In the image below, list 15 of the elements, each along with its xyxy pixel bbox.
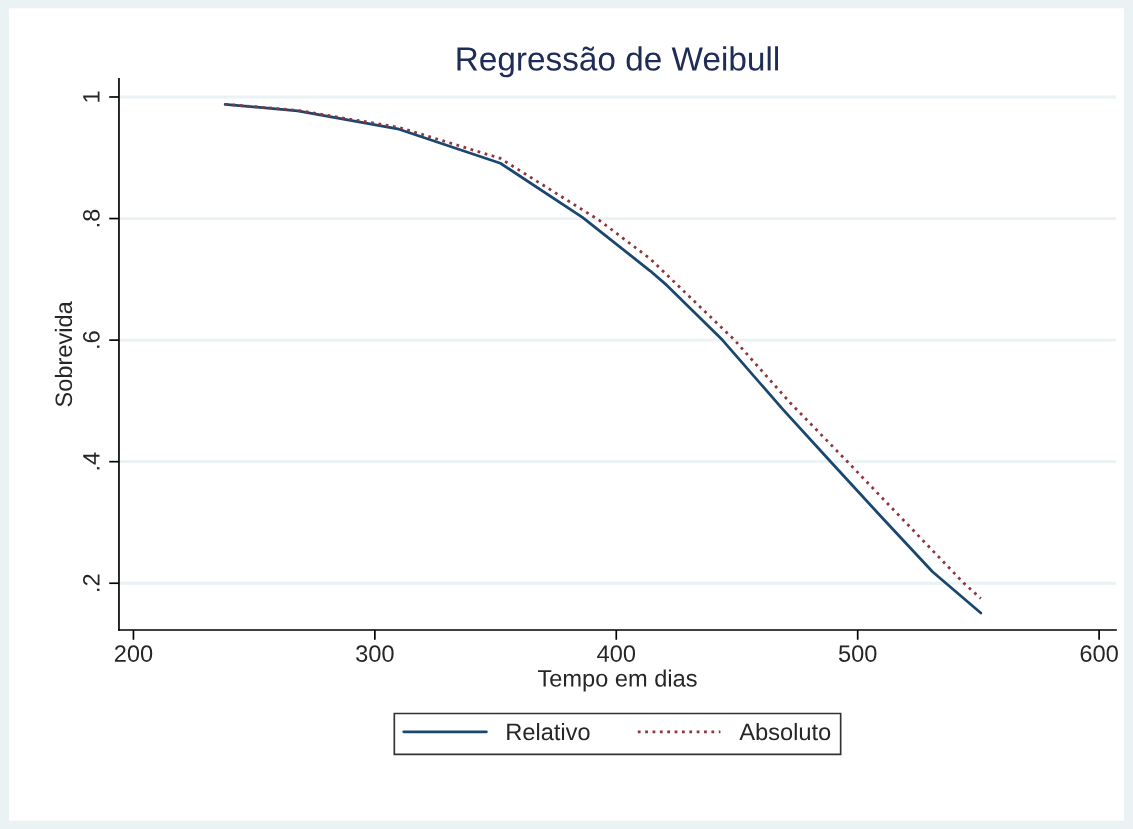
- y-axis-title: Sobrevida: [54, 301, 73, 407]
- y-tick-label: .4: [83, 452, 100, 470]
- chart-title: Regressão de Weibull: [457, 46, 779, 78]
- x-axis-title: Tempo em dias: [537, 669, 697, 692]
- x-tick-label: 500: [838, 645, 877, 662]
- x-tick-label: 200: [114, 645, 153, 662]
- y-tick-label: .8: [83, 209, 100, 227]
- y-tick-label: 1: [83, 91, 100, 102]
- y-tick-label: .6: [83, 331, 100, 348]
- x-tick-label: 600: [1080, 645, 1118, 662]
- x-tick-label: 400: [597, 645, 636, 662]
- legend-label: Absoluto: [739, 722, 831, 741]
- y-tick-label: .2: [83, 574, 100, 591]
- x-tick-label: 300: [356, 645, 394, 662]
- legend-label: Relativo: [507, 722, 590, 741]
